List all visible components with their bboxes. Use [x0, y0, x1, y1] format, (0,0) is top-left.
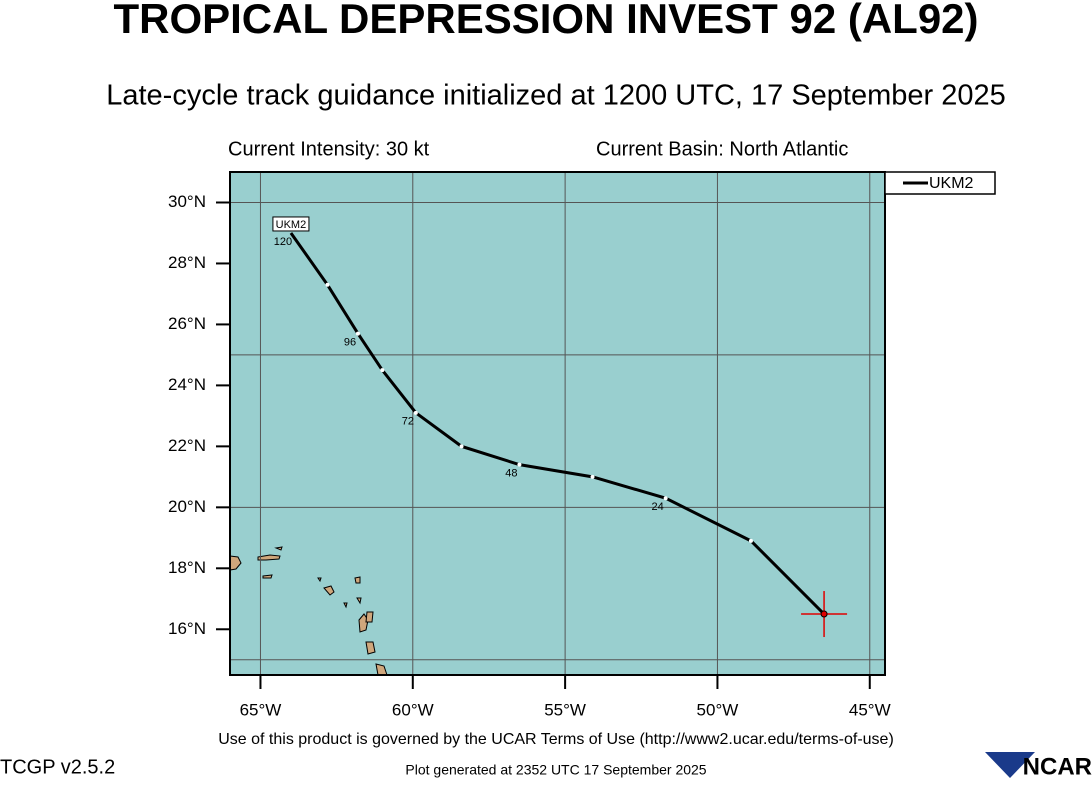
track-point	[748, 538, 753, 543]
basin: Current Basin: North Atlantic	[596, 138, 848, 160]
hour-label: 96	[344, 336, 356, 348]
legend	[884, 171, 996, 195]
x-tick-label: 65°W	[240, 700, 282, 719]
legend-label: UKM2	[929, 175, 974, 192]
logo: NCAR	[1023, 753, 1092, 780]
x-tick-label: 55°W	[544, 700, 586, 719]
end-label-box	[272, 216, 310, 232]
track-point	[517, 462, 522, 467]
hour-label: 72	[402, 416, 414, 428]
intensity: Current Intensity: 30 kt	[228, 138, 430, 160]
y-tick-label: 26°N	[168, 314, 206, 333]
y-tick-label: 24°N	[168, 375, 206, 394]
track-point	[663, 496, 668, 501]
land	[229, 546, 388, 676]
track-point	[325, 282, 330, 287]
terms: Use of this product is governed by the U…	[218, 731, 894, 748]
y-tick-label: 22°N	[168, 436, 206, 455]
track-point	[459, 444, 464, 449]
plot-frame	[229, 171, 886, 676]
track-point	[380, 368, 385, 373]
version: TCGP v2.5.2	[0, 756, 115, 778]
y-tick-label: 16°N	[168, 619, 206, 638]
x-tick-label: 45°W	[849, 700, 891, 719]
y-tick-label: 18°N	[168, 558, 206, 577]
generated: Plot generated at 2352 UTC 17 September …	[405, 762, 706, 778]
hour-label: 120	[274, 236, 292, 248]
start-point	[820, 610, 828, 618]
track: 24 48 72 96 120 UKM2	[272, 216, 848, 638]
x-tick-label: 50°W	[697, 700, 739, 719]
title: TROPICAL DEPRESSION INVEST 92 (AL92)	[113, 0, 978, 42]
y-tick-label: 30°N	[168, 192, 206, 211]
track-point	[590, 474, 595, 479]
track-point	[413, 410, 418, 415]
hour-label: 48	[505, 468, 517, 480]
hour-label: 24	[652, 501, 664, 513]
y-tick-label: 20°N	[168, 497, 206, 516]
y-tick-label: 28°N	[168, 253, 206, 272]
ocean	[230, 172, 885, 675]
logo-mark	[985, 752, 1035, 778]
end-label: UKM2	[276, 219, 307, 231]
grid	[230, 172, 885, 675]
x-tick-label: 60°W	[392, 700, 434, 719]
track-point	[355, 331, 360, 336]
subtitle: Late-cycle track guidance initialized at…	[106, 80, 1006, 112]
ticks: 65°W 60°W 55°W 50°W 45°W 16°N 18°N 20°N 22°N 24°N…	[168, 192, 891, 720]
